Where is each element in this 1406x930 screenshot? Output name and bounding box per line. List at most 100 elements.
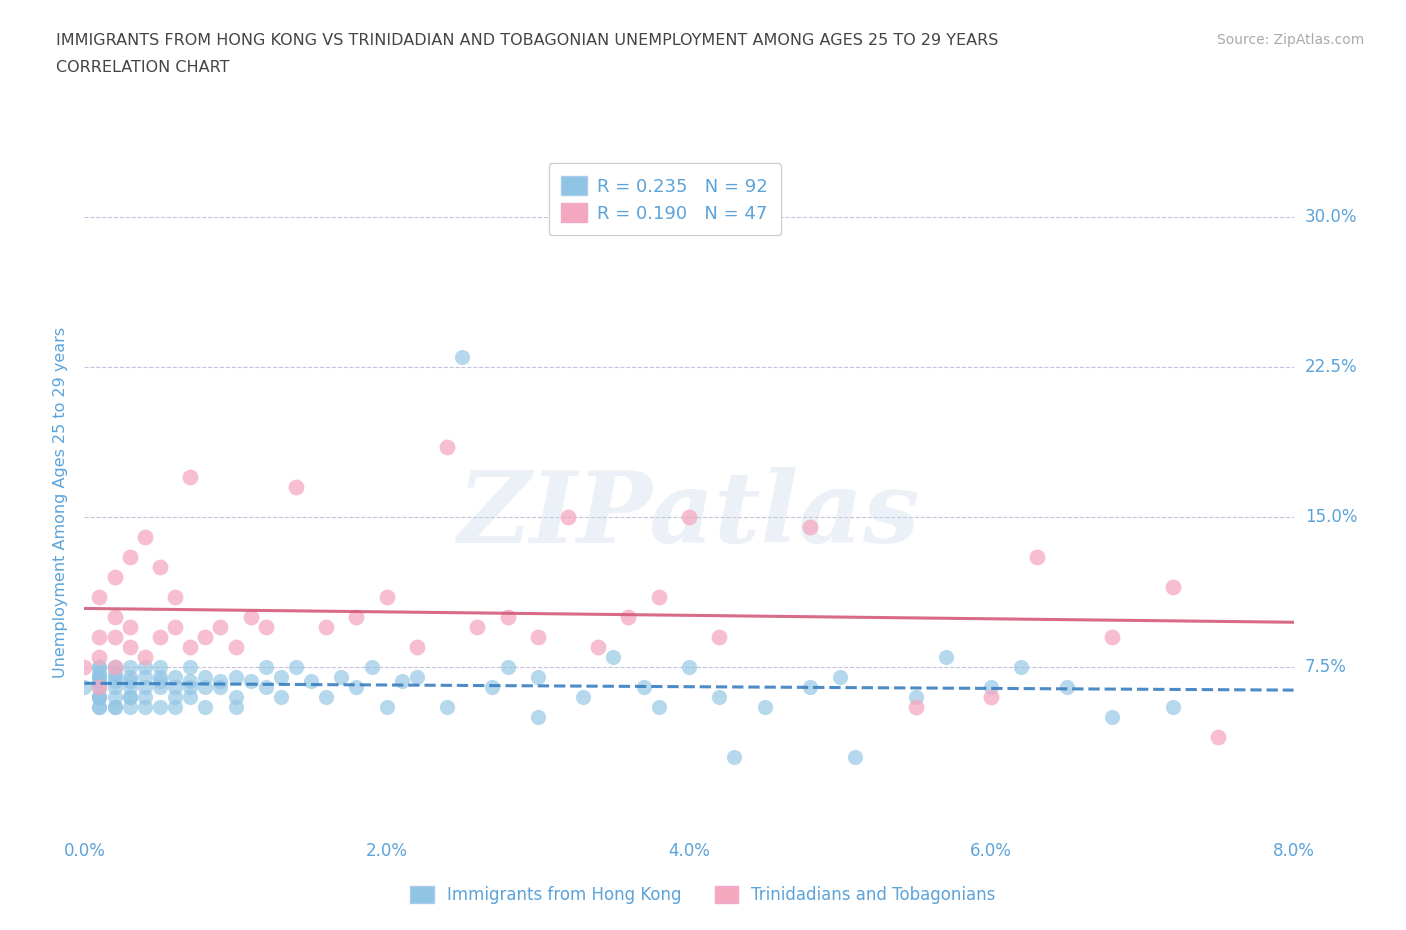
Point bbox=[270, 670, 292, 684]
Point bbox=[1161, 579, 1184, 594]
Point bbox=[194, 680, 217, 695]
Point bbox=[149, 699, 172, 714]
Text: 15.0%: 15.0% bbox=[1305, 508, 1357, 526]
Point bbox=[284, 480, 308, 495]
Text: 7.5%: 7.5% bbox=[1305, 658, 1347, 676]
Text: ZIPatlas: ZIPatlas bbox=[458, 468, 920, 564]
Point bbox=[149, 673, 172, 688]
Point bbox=[89, 666, 111, 681]
Point bbox=[134, 650, 156, 665]
Point bbox=[89, 680, 111, 695]
Point bbox=[104, 659, 127, 674]
Point bbox=[436, 699, 458, 714]
Point bbox=[179, 690, 201, 705]
Text: IMMIGRANTS FROM HONG KONG VS TRINIDADIAN AND TOBAGONIAN UNEMPLOYMENT AMONG AGES : IMMIGRANTS FROM HONG KONG VS TRINIDADIAN… bbox=[56, 33, 998, 47]
Point bbox=[118, 680, 141, 695]
Point bbox=[451, 350, 474, 365]
Point bbox=[799, 520, 821, 535]
Point bbox=[602, 650, 624, 665]
Point bbox=[165, 690, 187, 705]
Point bbox=[104, 666, 127, 681]
Point bbox=[1025, 550, 1047, 565]
Point bbox=[209, 680, 232, 695]
Point bbox=[844, 750, 866, 764]
Point bbox=[647, 590, 671, 604]
Point bbox=[118, 673, 141, 688]
Point bbox=[527, 670, 550, 684]
Point bbox=[254, 619, 277, 634]
Point bbox=[254, 680, 277, 695]
Legend: R = 0.235   N = 92, R = 0.190   N = 47: R = 0.235 N = 92, R = 0.190 N = 47 bbox=[548, 163, 780, 235]
Point bbox=[179, 673, 201, 688]
Point bbox=[104, 659, 127, 674]
Point bbox=[165, 590, 187, 604]
Point bbox=[104, 680, 127, 695]
Point bbox=[89, 659, 111, 674]
Point bbox=[830, 670, 852, 684]
Point bbox=[104, 670, 127, 684]
Text: 30.0%: 30.0% bbox=[1305, 208, 1357, 226]
Point bbox=[118, 659, 141, 674]
Text: 22.5%: 22.5% bbox=[1305, 358, 1357, 377]
Point bbox=[330, 670, 353, 684]
Point bbox=[165, 670, 187, 684]
Point bbox=[89, 670, 111, 684]
Point bbox=[346, 610, 368, 625]
Point bbox=[89, 690, 111, 705]
Point bbox=[209, 619, 232, 634]
Point bbox=[104, 630, 127, 644]
Point bbox=[149, 680, 172, 695]
Point bbox=[89, 680, 111, 695]
Point bbox=[375, 590, 398, 604]
Point bbox=[980, 690, 1002, 705]
Point bbox=[104, 690, 127, 705]
Point bbox=[118, 670, 141, 684]
Point bbox=[406, 640, 429, 655]
Point bbox=[165, 680, 187, 695]
Point bbox=[678, 659, 700, 674]
Point bbox=[209, 673, 232, 688]
Point bbox=[904, 690, 927, 705]
Point bbox=[134, 690, 156, 705]
Point bbox=[1206, 730, 1229, 745]
Point bbox=[588, 640, 610, 655]
Point bbox=[315, 619, 337, 634]
Point bbox=[1011, 659, 1033, 674]
Point bbox=[799, 680, 821, 695]
Point bbox=[149, 560, 172, 575]
Point bbox=[194, 630, 217, 644]
Point bbox=[633, 680, 655, 695]
Point bbox=[149, 659, 172, 674]
Point bbox=[179, 470, 201, 485]
Point bbox=[709, 630, 731, 644]
Point bbox=[134, 659, 156, 674]
Point bbox=[118, 550, 141, 565]
Point bbox=[346, 680, 368, 695]
Point bbox=[225, 690, 247, 705]
Point bbox=[134, 699, 156, 714]
Point bbox=[118, 640, 141, 655]
Point bbox=[980, 680, 1002, 695]
Point bbox=[225, 640, 247, 655]
Point bbox=[89, 699, 111, 714]
Point bbox=[194, 699, 217, 714]
Point bbox=[557, 510, 579, 525]
Point bbox=[239, 673, 262, 688]
Point bbox=[678, 510, 700, 525]
Point bbox=[118, 619, 141, 634]
Point bbox=[134, 530, 156, 545]
Point bbox=[647, 699, 671, 714]
Point bbox=[1161, 699, 1184, 714]
Point bbox=[134, 680, 156, 695]
Point bbox=[709, 690, 731, 705]
Point bbox=[572, 690, 595, 705]
Point bbox=[104, 570, 127, 585]
Point bbox=[527, 630, 550, 644]
Point bbox=[299, 673, 322, 688]
Text: CORRELATION CHART: CORRELATION CHART bbox=[56, 60, 229, 75]
Point bbox=[406, 670, 429, 684]
Point bbox=[1101, 710, 1123, 724]
Point bbox=[375, 699, 398, 714]
Point bbox=[239, 610, 262, 625]
Point bbox=[89, 590, 111, 604]
